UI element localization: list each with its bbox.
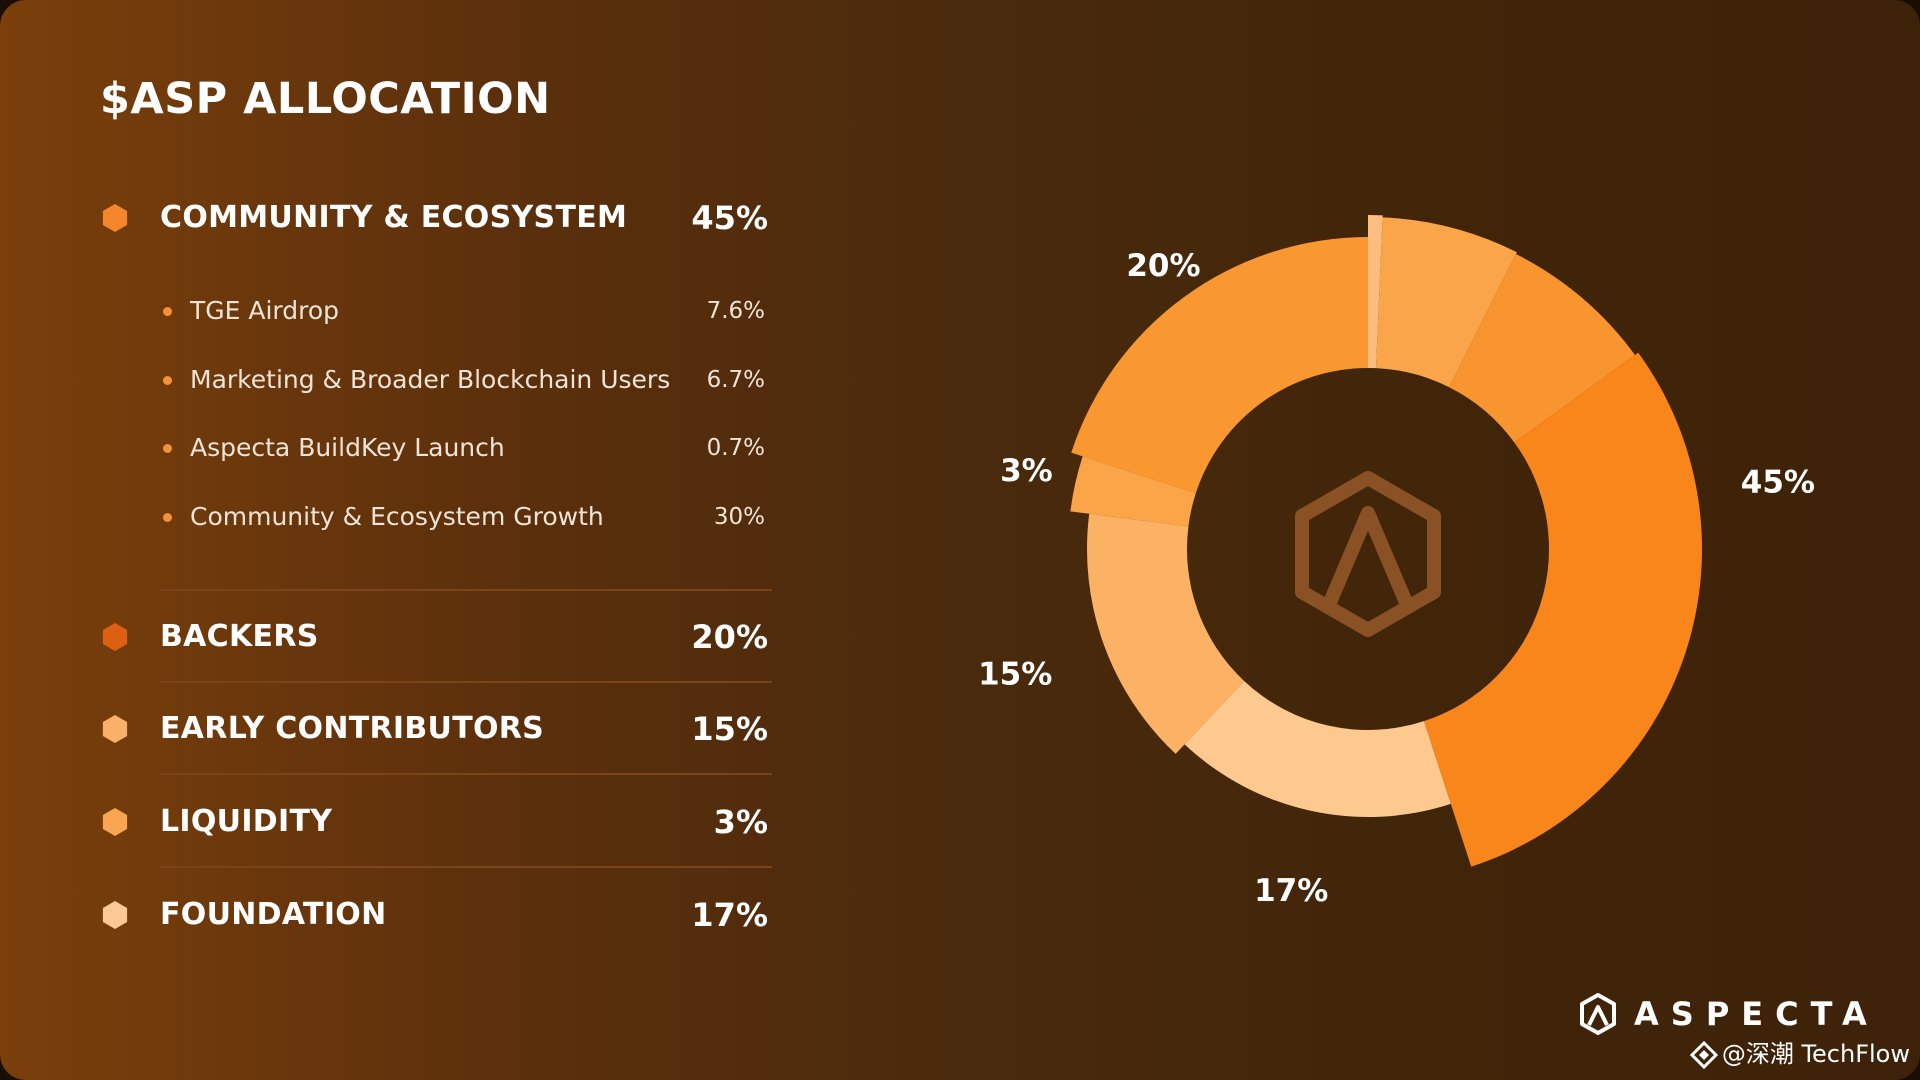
- subitem-value: 6.7%: [706, 367, 765, 393]
- category-name: BACKERS: [160, 619, 319, 654]
- donut-sub-slice: [1449, 254, 1635, 443]
- bullet-icon: [163, 513, 172, 522]
- subitem-value: 7.6%: [706, 298, 765, 324]
- donut-slice: [1070, 456, 1196, 527]
- donut-slice: [1184, 680, 1451, 817]
- category-liquidity: LIQUIDITY 3%: [100, 792, 770, 852]
- hexagon-icon: [102, 808, 128, 836]
- subitem-label: Community & Ecosystem Growth: [190, 502, 604, 531]
- slice-label: 15%: [978, 657, 1052, 693]
- brand-logo: ASPECTA: [1578, 992, 1867, 1036]
- bullet-icon: [163, 376, 172, 385]
- page-title: $ASP ALLOCATION: [100, 74, 551, 124]
- bullet-icon: [163, 307, 172, 316]
- category-name: EARLY CONTRIBUTORS: [160, 711, 545, 746]
- category-backers: BACKERS 20%: [100, 607, 770, 667]
- hexagon-icon: [102, 901, 128, 929]
- category-percent: 45%: [691, 199, 768, 237]
- category-name: COMMUNITY & ECOSYSTEM: [160, 200, 628, 235]
- aspecta-center-logo-icon: [1295, 471, 1441, 637]
- category-percent: 20%: [691, 618, 768, 656]
- subitem-buildkey-launch: Aspecta BuildKey Launch 0.7%: [160, 423, 765, 473]
- category-early-contributors: EARLY CONTRIBUTORS 15%: [100, 699, 770, 759]
- category-foundation: FOUNDATION 17%: [100, 885, 770, 945]
- category-community-ecosystem: COMMUNITY & ECOSYSTEM 45%: [100, 188, 770, 248]
- watermark-text: @深潮 TechFlow: [1721, 1040, 1910, 1068]
- diamond-logo-icon: [1689, 1041, 1718, 1069]
- slice-label: 45%: [1741, 465, 1815, 501]
- subitem-ecosystem-growth: Community & Ecosystem Growth 30%: [160, 492, 765, 542]
- subitem-value: 30%: [713, 504, 765, 530]
- hexagon-icon: [102, 204, 128, 232]
- donut-sub-slice: [1375, 217, 1517, 388]
- divider: [160, 866, 772, 868]
- slice-label: 17%: [1254, 873, 1328, 909]
- category-name: LIQUIDITY: [160, 804, 333, 839]
- category-percent: 3%: [713, 803, 768, 841]
- category-name: FOUNDATION: [160, 897, 387, 932]
- bullet-icon: [163, 444, 172, 453]
- donut-sub-slice: [1368, 215, 1383, 369]
- category-percent: 17%: [691, 896, 768, 934]
- subitem-tge-airdrop: TGE Airdrop 7.6%: [160, 286, 765, 336]
- aspecta-logo-icon: [1580, 993, 1616, 1035]
- subitem-value: 0.7%: [706, 435, 765, 461]
- subitem-label: Aspecta BuildKey Launch: [190, 433, 505, 462]
- donut-slice: [1087, 513, 1245, 754]
- donut-slices: [1070, 215, 1702, 867]
- hexagon-icon: [102, 623, 128, 651]
- divider: [160, 681, 772, 683]
- hexagon-icon: [102, 715, 128, 743]
- donut-slice: [1071, 237, 1368, 494]
- subitem-label: TGE Airdrop: [190, 296, 340, 325]
- subitem-label: Marketing & Broader Blockchain Users: [190, 365, 671, 394]
- divider: [160, 589, 772, 591]
- category-percent: 15%: [691, 710, 768, 748]
- watermark: @深潮 TechFlow: [1689, 1036, 1910, 1072]
- donut-labels: 45% 17% 15% 3% 20%: [978, 248, 1815, 909]
- subitem-marketing: Marketing & Broader Blockchain Users 6.7…: [160, 355, 765, 405]
- brand-name: ASPECTA: [1634, 995, 1879, 1033]
- donut-sub-slice: [1423, 352, 1702, 867]
- slice-label: 20%: [1126, 248, 1200, 284]
- divider: [160, 773, 772, 775]
- slice-label: 3%: [1000, 453, 1053, 489]
